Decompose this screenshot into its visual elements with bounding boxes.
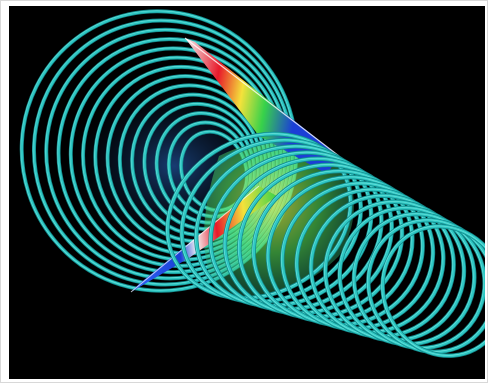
vortex-tube-ring xyxy=(381,224,485,358)
vortex-tube-highlight xyxy=(32,19,292,285)
vortex-tube-ring xyxy=(323,200,466,342)
vortex-tube-highlight xyxy=(20,10,296,291)
vortex-tube-ring xyxy=(32,19,294,286)
vortex-tube-ring xyxy=(366,218,485,354)
blade-upper-edge xyxy=(184,37,340,157)
rainbow-blade-lower xyxy=(131,186,277,292)
vortex-tube-highlight xyxy=(381,225,485,356)
vortex-tube-ring xyxy=(338,206,476,346)
vortex-tube-highlight xyxy=(309,194,453,337)
vortex-tube-highlight xyxy=(323,201,464,341)
vortex-tube-highlight xyxy=(352,213,484,348)
vortex-tube-highlight xyxy=(338,207,474,345)
vortex-tube-highlight xyxy=(366,219,485,352)
vortex-visualization xyxy=(9,6,485,379)
vortex-tube-ring xyxy=(309,194,456,338)
vortex-tube-ring xyxy=(352,212,485,350)
helical-vortex-tubes-front xyxy=(165,131,485,358)
